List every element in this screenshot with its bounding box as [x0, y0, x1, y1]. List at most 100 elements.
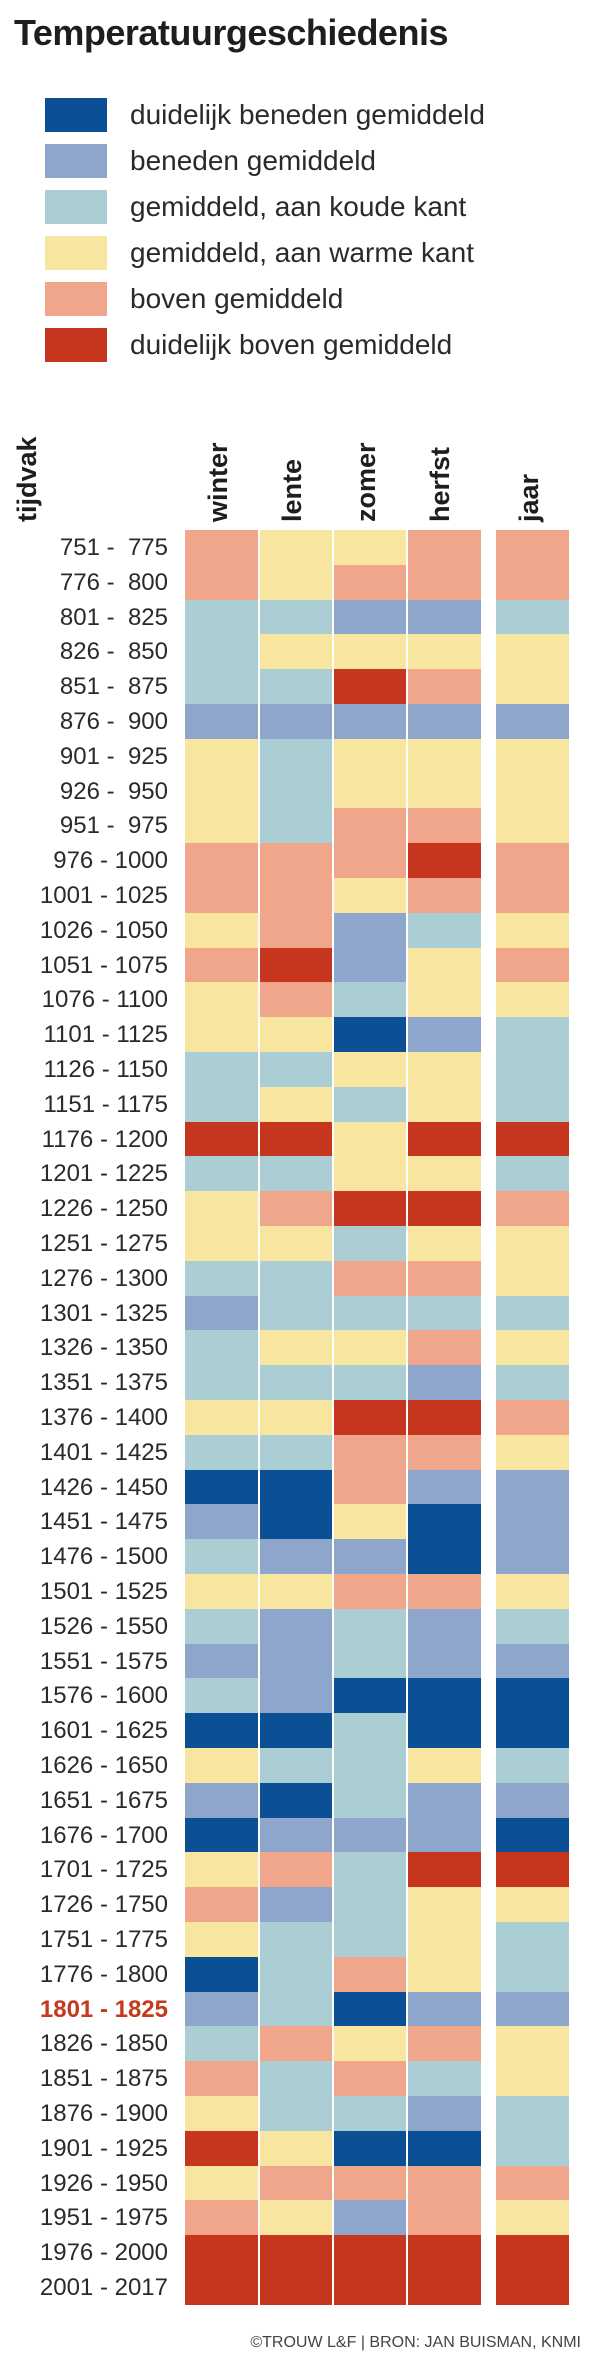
row-label: 1051 - 1075 — [39, 951, 168, 979]
legend-swatch — [45, 144, 107, 178]
column-label-zomer: zomer — [351, 442, 381, 522]
row-axis-label: tijdvak — [12, 436, 42, 522]
heatmap-cell — [496, 808, 569, 844]
heatmap-cell — [407, 1852, 481, 1888]
row-label: 926 - 950 — [59, 777, 168, 805]
heatmap-cell — [185, 982, 259, 1018]
heatmap-cell — [407, 1643, 481, 1679]
heatmap-cell — [496, 1434, 569, 1471]
heatmap-cell — [496, 1852, 569, 1888]
heatmap-cell — [259, 1191, 333, 1227]
heatmap-cell — [333, 1887, 407, 1923]
heatmap-cell — [407, 1052, 481, 1088]
heatmap-cell — [259, 634, 333, 670]
heatmap-cell — [407, 912, 481, 949]
heatmap-cell — [333, 1365, 407, 1401]
heatmap-cell — [333, 1991, 407, 2027]
heatmap-cell — [496, 2096, 569, 2132]
heatmap-cell — [407, 1469, 481, 1505]
row-label: 1001 - 1025 — [39, 882, 168, 909]
heatmap-cell — [407, 1191, 481, 1227]
heatmap-cell — [259, 773, 333, 809]
heatmap-cell — [407, 2130, 481, 2167]
heatmap-cell — [185, 1748, 259, 1784]
heatmap-cell — [259, 1052, 333, 1088]
heatmap-cell — [259, 1678, 333, 1714]
heatmap-cell — [407, 808, 481, 844]
heatmap-cell — [185, 564, 259, 601]
heatmap-cell — [407, 669, 481, 705]
column-label-jaar: jaar — [514, 473, 544, 522]
heatmap-cell — [496, 1608, 569, 1645]
row-label: 951 - 975 — [59, 812, 168, 840]
heatmap-cell — [259, 878, 333, 914]
heatmap-cell — [259, 2130, 333, 2167]
heatmap-cell — [333, 1678, 407, 1714]
heatmap-cell — [407, 773, 481, 809]
heatmap-cell — [407, 843, 481, 879]
heatmap-cell — [259, 2235, 333, 2271]
row-label: 1426 - 1450 — [39, 1473, 168, 1501]
heatmap-cell — [407, 1956, 481, 1993]
heatmap-cell — [185, 1121, 259, 1157]
heatmap-cell — [185, 1295, 259, 1331]
heatmap-cell — [185, 1504, 259, 1540]
heatmap-cell — [407, 2096, 481, 2132]
row-label: 826 - 850 — [59, 638, 168, 666]
heatmap-cell — [407, 1574, 481, 1610]
heatmap-cell — [185, 1852, 259, 1888]
heatmap-cell — [259, 2061, 333, 2097]
heatmap-cell — [259, 2026, 333, 2062]
row-label: 1376 - 1400 — [39, 1404, 168, 1431]
heatmap-cell — [259, 843, 333, 879]
row-label: 1351 - 1375 — [39, 1369, 168, 1397]
heatmap-cell — [259, 1504, 333, 1540]
heatmap-cell — [496, 1121, 569, 1157]
heatmap-cell — [259, 530, 333, 566]
heatmap-cell — [185, 2165, 259, 2201]
heatmap-cell — [496, 2130, 569, 2167]
heatmap-cell — [333, 2235, 407, 2271]
heatmap-cell — [496, 1817, 569, 1853]
row-label: 1101 - 1125 — [43, 1021, 168, 1049]
heatmap-cell — [496, 1956, 569, 1993]
heatmap-cell — [259, 1226, 333, 1262]
heatmap-cell — [496, 1713, 569, 1749]
heatmap-cell — [407, 2200, 481, 2236]
row-label: 1726 - 1750 — [39, 1891, 168, 1919]
legend-swatch — [45, 236, 107, 270]
heatmap-cell — [496, 1643, 569, 1679]
heatmap-cell — [185, 1956, 259, 1993]
heatmap-cell — [496, 530, 569, 566]
row-label: 1276 - 1300 — [39, 1264, 168, 1292]
row-label: 1126 - 1150 — [43, 1056, 168, 1083]
heatmap-cell — [333, 1330, 407, 1366]
heatmap-cell — [185, 1191, 259, 1227]
heatmap-cell — [333, 599, 407, 635]
heatmap-cell — [407, 564, 481, 601]
heatmap-cell — [407, 1295, 481, 1331]
heatmap-cell — [407, 1608, 481, 1645]
heatmap-cell — [185, 634, 259, 670]
heatmap-cell — [333, 2026, 407, 2062]
heatmap-cell — [333, 1782, 407, 1819]
heatmap-cell — [185, 1260, 259, 1297]
heatmap-cell — [496, 843, 569, 879]
heatmap-cell — [333, 1713, 407, 1749]
heatmap-cell — [333, 1400, 407, 1436]
heatmap-cell — [496, 947, 569, 983]
heatmap-cell — [333, 1852, 407, 1888]
row-label: 1851 - 1875 — [39, 2065, 168, 2093]
heatmap-cell — [407, 878, 481, 914]
row-label: 876 - 900 — [59, 708, 168, 735]
row-label: 1526 - 1550 — [39, 1612, 168, 1640]
heatmap-cell — [185, 669, 259, 705]
heatmap-cell — [259, 1260, 333, 1297]
heatmap-cell — [407, 1226, 481, 1262]
heatmap-cell — [259, 1922, 333, 1958]
heatmap-cell — [185, 1608, 259, 1645]
heatmap-cell — [407, 2270, 481, 2306]
row-label: 2001 - 2017 — [39, 2274, 168, 2301]
heatmap-cell — [185, 1713, 259, 1749]
heatmap-cell — [496, 878, 569, 914]
